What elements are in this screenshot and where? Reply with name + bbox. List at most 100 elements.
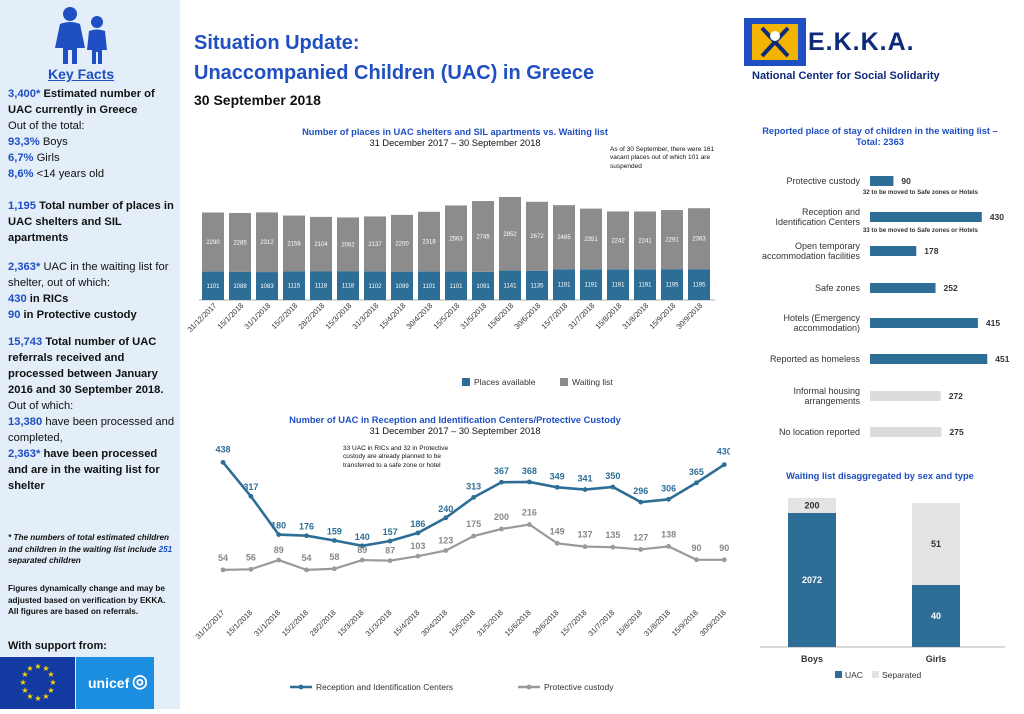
chart1-label-waiting: 2852 xyxy=(503,232,517,238)
chart1-legend-places: Places available xyxy=(474,377,536,387)
chart2-label-pc: 137 xyxy=(578,530,593,540)
chart4-x-tick: Girls xyxy=(926,654,947,664)
chart1-label-places: 1191 xyxy=(612,283,626,289)
chart1-label-places: 1195 xyxy=(666,283,680,289)
chart2-x-tick: 15/6/2018 xyxy=(503,608,533,638)
chart2-point-ric xyxy=(694,480,699,486)
fact-label: Estimated number of UAC currently in Gre… xyxy=(8,88,155,116)
fact-label: Total number of UAC referrals received a… xyxy=(8,336,164,396)
chart3-value-label: 90 xyxy=(901,176,911,186)
chart2-title: Number of UAC in Reception and Identific… xyxy=(289,415,621,425)
chart2-point-ric xyxy=(610,484,616,490)
page-title-line2: Unaccompanied Children (UAC) in Greece xyxy=(194,62,595,84)
chart1-bar-waiting xyxy=(688,208,710,270)
chart2-x-tick: 15/4/2018 xyxy=(391,608,421,638)
fact-num: 6,7% xyxy=(8,152,34,164)
chart2-label-pc: 89 xyxy=(357,545,367,555)
chart3-value-label: 451 xyxy=(995,354,1009,364)
chart1-bar-waiting xyxy=(526,201,548,271)
chart1-x-tick: 15/8/2018 xyxy=(593,301,623,331)
org-full-name: National Center for Social Solidarity xyxy=(752,70,940,82)
chart1-label-waiting: 2363 xyxy=(692,237,706,243)
fact-label: Girls xyxy=(33,152,60,164)
chart1-x-tick: 30/6/2018 xyxy=(512,301,542,331)
chart1-x-tick: 30/4/2018 xyxy=(404,301,434,331)
chart3-value-label: 272 xyxy=(949,391,963,401)
chart1-bar-places xyxy=(364,271,386,300)
chart3-bar xyxy=(870,246,917,256)
chart1-label-waiting: 2137 xyxy=(368,242,382,248)
chart2-x-tick: 15/7/2018 xyxy=(559,608,589,638)
chart1-x-tick: 15/7/2018 xyxy=(539,301,569,331)
chart3-bar xyxy=(870,427,942,437)
chart1-label-places: 1091 xyxy=(476,284,490,290)
chart2-point-pc xyxy=(582,544,588,550)
chart1-x-tick: 30/9/2018 xyxy=(674,301,704,331)
chart2-label-ric: 365 xyxy=(689,467,704,477)
chart1-label-places: 1195 xyxy=(693,283,707,289)
fact-num: 15,743 xyxy=(8,336,43,348)
chart3-bar xyxy=(870,176,894,186)
chart1-annotation: As of 30 September, there were 161 vacan… xyxy=(610,146,715,170)
chart2-point-ric xyxy=(638,499,644,505)
fact-num: 430 xyxy=(8,293,27,305)
svg-text:★: ★ xyxy=(42,692,49,701)
chart1-label-waiting: 2242 xyxy=(611,238,625,244)
chart2-label-ric: 341 xyxy=(578,474,593,484)
chart1-x-tick: 15/4/2018 xyxy=(377,301,407,331)
chart2-legend-ric: Reception and Identification Centers xyxy=(316,682,453,692)
chart3-category-label: Reception and Identification Centers xyxy=(775,207,860,227)
chart1-bar-places xyxy=(391,271,413,300)
fact-num: 13,380 xyxy=(8,416,43,428)
chart1-label-places: 1101 xyxy=(450,284,464,290)
chart1-bar-places xyxy=(688,269,710,300)
svg-text:★: ★ xyxy=(19,678,26,687)
chart2-point-ric xyxy=(276,532,282,537)
fact-num: 93,3% xyxy=(8,136,40,148)
chart1-x-tick: 31/3/2018 xyxy=(350,301,380,331)
chart3-bar xyxy=(870,354,988,364)
chart1-bar-waiting xyxy=(607,211,629,270)
chart1-bar-places xyxy=(661,269,683,300)
svg-text:★: ★ xyxy=(21,686,28,695)
chart2-point-pc xyxy=(276,557,282,563)
chart1-bar-waiting xyxy=(256,212,278,273)
chart2-point-ric xyxy=(499,479,504,485)
chart2-label-ric: 349 xyxy=(550,471,565,481)
chart4-sex-type: 2072 200 Boys 40 51 Girls UAC Separated xyxy=(760,498,1005,680)
globe-icon: ◎ xyxy=(132,671,148,691)
chart1-bar-waiting xyxy=(661,210,683,270)
chart1-bar-places xyxy=(202,271,224,300)
fact-label: in RICs xyxy=(26,293,69,305)
chart1-bar-places xyxy=(445,271,467,300)
chart1-bar-places xyxy=(553,269,575,300)
eu-stars-icon: ★ ★★★ ★★★★ ★★★★ xyxy=(19,662,56,703)
chart1-label-places: 1083 xyxy=(260,284,274,290)
chart3-category-label: Hotels (Emergency accommodation) xyxy=(783,313,860,333)
footnote-text: * The numbers of total estimated childre… xyxy=(8,533,170,554)
footnote: * The numbers of total estimated childre… xyxy=(8,532,176,567)
chart1-x-tick: 31/5/2018 xyxy=(458,301,488,331)
eu-flag-logo: ★ ★ ★ ★ ★ ★ ★ ★ ★ ★ ★ ★ xyxy=(0,657,75,709)
chart2-point-pc xyxy=(332,566,337,572)
chart2-label-pc: 216 xyxy=(522,508,537,518)
chart3-value-label: 275 xyxy=(950,427,964,437)
unicef-text: unicef xyxy=(88,675,130,691)
svg-text:★: ★ xyxy=(47,686,54,695)
chart1-bar-places xyxy=(418,271,440,300)
chart2-label-pc: 103 xyxy=(410,541,425,551)
chart2-label-pc: 89 xyxy=(274,545,284,555)
chart1-label-places: 1141 xyxy=(504,283,518,289)
chart1-bar-waiting xyxy=(337,217,359,272)
chart2-point-pc xyxy=(304,567,309,573)
fact-label: Out of which: xyxy=(8,400,74,412)
chart4-legend-uac: UAC xyxy=(845,670,863,680)
chart1-label-places: 1101 xyxy=(423,284,437,290)
chart3-value-label: 430 xyxy=(990,212,1004,222)
chart3-note: 32 to be moved to Safe zones or Hotels xyxy=(863,189,979,196)
chart2-label-ric: 430 xyxy=(717,447,730,457)
chart1-label-places: 1191 xyxy=(639,283,653,289)
chart1-x-tick: 31/1/2018 xyxy=(242,301,272,331)
fact-num: 90 xyxy=(8,309,21,321)
chart2-point-ric xyxy=(220,459,226,465)
